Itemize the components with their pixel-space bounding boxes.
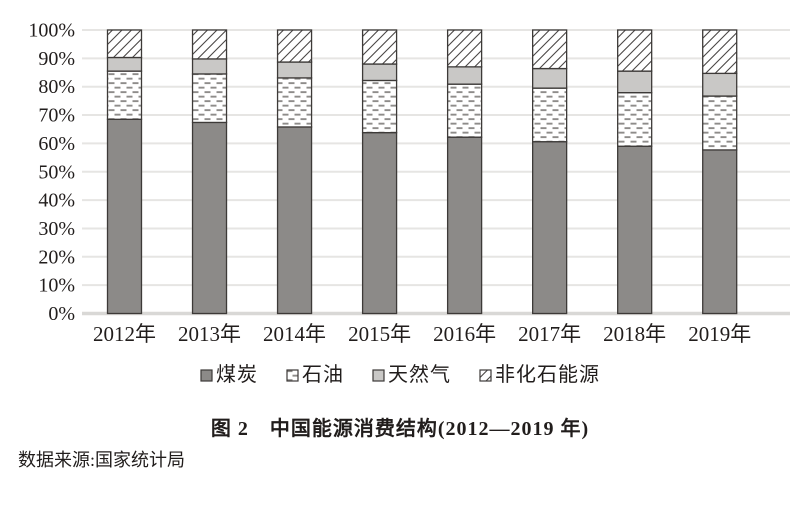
bar-segment-coal xyxy=(446,136,483,315)
bar-segment-nonfossil xyxy=(532,29,568,70)
bar-segment-nonfossil xyxy=(276,29,313,63)
bars xyxy=(106,29,738,315)
coal-swatch-icon xyxy=(200,368,213,382)
figure-title: 图 2 中国能源消费结构(2012—2019 年) xyxy=(210,418,590,440)
bar-segment-coal xyxy=(191,121,228,315)
y-tick-label: 100% xyxy=(28,20,75,42)
bar-segment-gas xyxy=(276,61,313,79)
bar-segment-gas xyxy=(191,58,228,75)
bar-segment-nonfossil xyxy=(446,29,483,68)
legend-item-gas: 天然气 xyxy=(372,362,451,388)
x-tick-label: 2013年 xyxy=(178,322,241,346)
y-tick-label: 0% xyxy=(48,303,75,325)
y-tick-label: 90% xyxy=(38,48,75,70)
bar-segment-oil xyxy=(532,87,568,143)
bar-segment-coal xyxy=(702,149,738,315)
x-tick-label: 2016年 xyxy=(433,322,496,346)
x-tick-label: 2017年 xyxy=(518,322,581,346)
nonfossil-swatch-icon xyxy=(479,368,492,382)
legend-label-nonfossil: 非化石能源 xyxy=(495,364,600,386)
bar-segment-oil xyxy=(276,77,313,128)
bar-segment-gas xyxy=(361,63,398,82)
x-tick-label: 2014年 xyxy=(263,322,326,346)
bar-segment-oil xyxy=(446,83,483,138)
legend-label-gas: 天然气 xyxy=(388,364,451,386)
bar-segment-gas xyxy=(446,66,483,85)
bar-segment-coal xyxy=(532,141,568,315)
bar-segment-nonfossil xyxy=(617,29,653,72)
bar-segment-gas xyxy=(702,72,738,97)
legend-label-oil: 石油 xyxy=(302,364,344,386)
grid-lines xyxy=(82,29,790,316)
bar-segment-coal xyxy=(617,145,653,315)
legend-item-oil: 石油 xyxy=(286,362,344,388)
bar-segment-nonfossil xyxy=(702,29,738,75)
bar-segment-gas xyxy=(617,70,653,94)
chart-legend: 煤炭 石油 天然气 非化石能源 xyxy=(0,362,800,388)
bar-segment-oil xyxy=(617,92,653,147)
bar-segment-nonfossil xyxy=(191,29,228,60)
y-tick-label: 20% xyxy=(38,246,75,268)
bar-segment-coal xyxy=(276,126,313,315)
bar-segment-nonfossil xyxy=(106,29,143,59)
legend-item-coal: 煤炭 xyxy=(200,362,258,388)
stacked-bar-chart: 0%10%20%30%40%50%60%70%80%90%100% 2012年 2… xyxy=(28,20,790,346)
bar-segment-oil xyxy=(191,73,228,124)
bar-segment-coal xyxy=(106,118,143,315)
y-tick-label: 60% xyxy=(38,133,75,155)
bar-segment-oil xyxy=(702,95,738,151)
y-tick-label: 40% xyxy=(38,190,75,212)
bar-segment-gas xyxy=(106,56,143,72)
x-tick-label: 2019年 xyxy=(688,322,751,346)
bar-segment-nonfossil xyxy=(361,29,398,65)
legend-item-nonfossil: 非化石能源 xyxy=(479,362,600,388)
oil-swatch-icon xyxy=(286,368,299,382)
x-tick-label: 2012年 xyxy=(93,322,156,346)
x-tick-label: 2015年 xyxy=(348,322,411,346)
gas-swatch-icon xyxy=(372,368,385,382)
y-tick-label: 80% xyxy=(38,76,75,98)
bar-segment-coal xyxy=(361,131,398,315)
y-tick-label: 10% xyxy=(38,275,75,297)
bar-segment-oil xyxy=(106,70,143,120)
legend-label-coal: 煤炭 xyxy=(216,364,258,386)
bar-segment-gas xyxy=(532,67,568,89)
y-tick-label: 70% xyxy=(38,105,75,127)
y-tick-label: 50% xyxy=(38,161,75,183)
figure-source: 数据来源:国家统计局 xyxy=(18,450,186,470)
y-axis-labels: 0% 10% 20% 30% 40% 50% 60% 70% 80% 90% 100% xyxy=(28,20,75,326)
y-tick-label: 30% xyxy=(38,218,75,240)
bar-segment-oil xyxy=(361,79,398,134)
x-tick-label: 2018年 xyxy=(603,322,666,346)
x-axis-labels: 2012年 2013年 2014年 2015年 2016年 2017年 2018年 2019年 xyxy=(93,322,751,346)
